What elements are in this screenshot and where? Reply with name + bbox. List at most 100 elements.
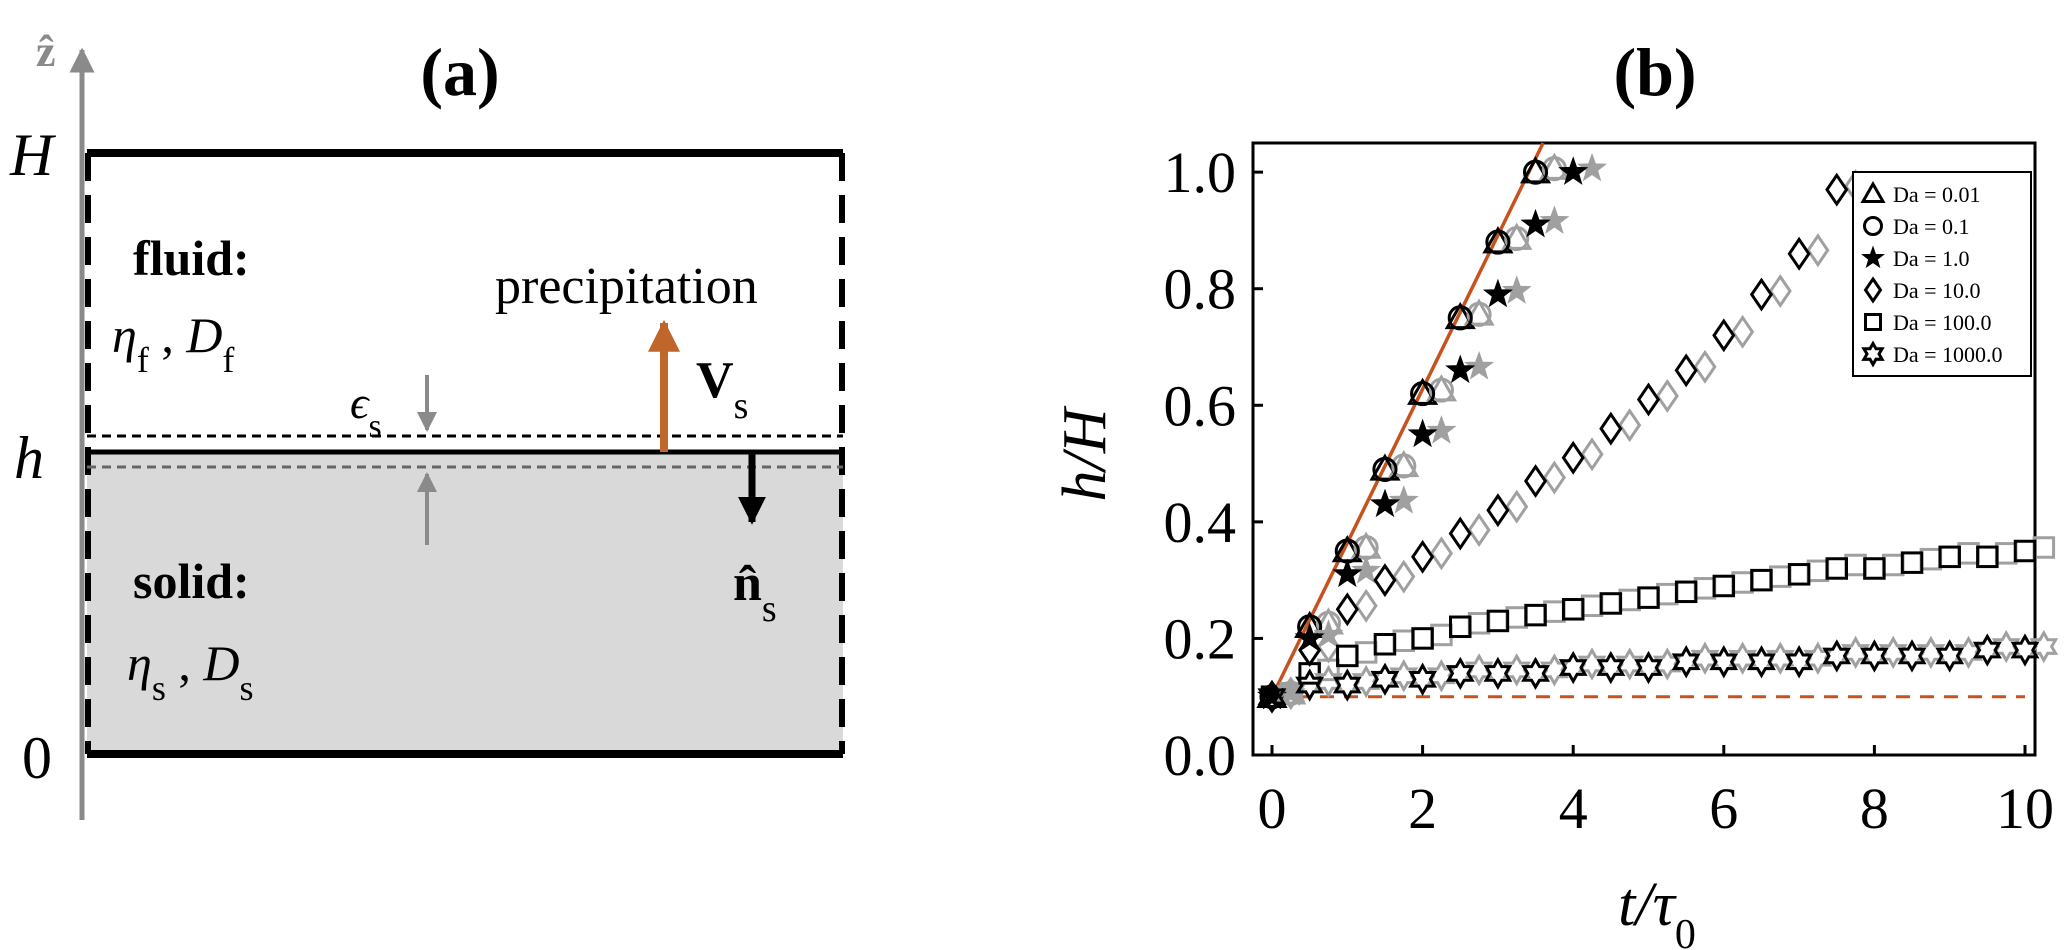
fluid-title: fluid: bbox=[133, 230, 250, 286]
data-point bbox=[1636, 382, 1661, 417]
data-point bbox=[1787, 236, 1811, 271]
solid-region bbox=[87, 454, 843, 754]
data-point bbox=[1369, 488, 1401, 518]
data-point bbox=[1257, 680, 1287, 714]
data-point-secondary bbox=[1768, 274, 1792, 309]
data-point-secondary bbox=[1803, 641, 1833, 675]
data-point-secondary bbox=[1878, 635, 1908, 670]
data-point bbox=[1637, 586, 1660, 609]
data-point-secondary bbox=[1542, 460, 1566, 495]
data-point bbox=[1295, 668, 1325, 702]
data-point-secondary bbox=[1426, 415, 1457, 444]
series-square bbox=[1260, 536, 2056, 708]
data-point bbox=[1483, 656, 1513, 691]
data-point-secondary bbox=[1504, 226, 1530, 252]
precipitation-label: precipitation bbox=[495, 258, 758, 315]
data-point-secondary bbox=[1841, 635, 1871, 670]
data-point-secondary bbox=[1501, 275, 1532, 304]
data-point bbox=[1599, 592, 1623, 615]
legend-marker bbox=[1863, 276, 1883, 304]
legend-box bbox=[1852, 171, 2032, 377]
data-point-secondary bbox=[1731, 314, 1755, 349]
data-point-secondary bbox=[1916, 635, 1946, 670]
legend-entry: Da = 1000.0 bbox=[1893, 342, 2003, 367]
data-point bbox=[1411, 539, 1435, 574]
data-point bbox=[1671, 645, 1701, 679]
y-tick-label: 0.4 bbox=[1164, 490, 1237, 555]
data-point bbox=[1712, 574, 1736, 598]
y-tick-label: 1.0 bbox=[1164, 140, 1237, 205]
data-point-secondary bbox=[1354, 588, 1378, 623]
epsilon-label: ϵs bbox=[350, 377, 382, 445]
data-point bbox=[1332, 558, 1363, 588]
data-point-secondary bbox=[1388, 485, 1419, 514]
series-star6 bbox=[1257, 629, 2059, 714]
chart-reference-lines bbox=[1270, 142, 2025, 699]
data-point-secondary bbox=[1502, 653, 1532, 687]
data-point bbox=[2010, 633, 2040, 667]
data-point bbox=[1859, 639, 1889, 673]
x-tick-label: 2 bbox=[1408, 776, 1437, 841]
data-point-secondary bbox=[1464, 351, 1495, 380]
data-point bbox=[1746, 645, 1776, 679]
solid-title: solid: bbox=[133, 553, 250, 609]
chart-points bbox=[1256, 152, 2059, 714]
legend-marker bbox=[1861, 340, 1885, 368]
data-point bbox=[1448, 516, 1472, 551]
data-point-secondary bbox=[1428, 377, 1454, 403]
panel-a-label: (a) bbox=[420, 34, 499, 110]
data-point-secondary bbox=[1580, 437, 1604, 472]
y-tick-label: 0.0 bbox=[1164, 723, 1237, 788]
data-point bbox=[1596, 650, 1626, 685]
data-point bbox=[1407, 418, 1438, 448]
data-point bbox=[1520, 208, 1551, 238]
data-point-secondary bbox=[2029, 629, 2059, 664]
x-tick-label: 6 bbox=[1709, 776, 1738, 841]
legend-entry: Da = 100.0 bbox=[1893, 310, 1992, 335]
data-point-secondary bbox=[1539, 653, 1569, 687]
data-point-secondary bbox=[1652, 647, 1682, 681]
data-point-secondary bbox=[1618, 408, 1642, 443]
data-point bbox=[1373, 563, 1397, 598]
panel-a-diagram: (a) ẑ H h 0 fluid: ηf , Df solid: ηs , D… bbox=[9, 27, 845, 820]
data-point-secondary bbox=[1464, 653, 1494, 687]
data-point-secondary bbox=[1389, 659, 1419, 693]
linear-fit-line bbox=[1270, 142, 1545, 698]
data-point bbox=[1712, 318, 1736, 353]
data-point bbox=[1521, 656, 1551, 690]
fluid-properties: ηf , Df bbox=[112, 307, 234, 380]
data-point-secondary bbox=[2032, 536, 2056, 559]
data-point bbox=[1863, 557, 1886, 580]
data-point-secondary bbox=[1577, 647, 1607, 681]
legend-entry: Da = 1.0 bbox=[1893, 246, 1970, 271]
data-point bbox=[1445, 354, 1476, 384]
data-point-secondary bbox=[1429, 536, 1453, 571]
data-point bbox=[1523, 464, 1548, 499]
data-point bbox=[1485, 229, 1511, 255]
data-point-secondary bbox=[1426, 659, 1456, 693]
x-axis-label: t/τ0 bbox=[1618, 871, 1696, 950]
y-tick-label: 0.6 bbox=[1164, 373, 1237, 438]
legend-marker bbox=[1863, 216, 1883, 236]
data-point bbox=[1825, 172, 1849, 207]
legend-marker bbox=[1860, 180, 1886, 203]
data-point bbox=[1370, 662, 1400, 696]
data-point bbox=[1976, 545, 1999, 569]
normal-label: n̂s bbox=[733, 555, 777, 630]
data-point-secondary bbox=[1351, 555, 1382, 584]
data-point-secondary bbox=[1728, 641, 1758, 675]
data-point bbox=[1935, 639, 1965, 673]
data-point-secondary bbox=[1615, 647, 1645, 681]
data-point bbox=[1372, 456, 1398, 482]
H-label: H bbox=[9, 122, 57, 188]
data-point-secondary bbox=[1655, 378, 1679, 413]
x-tick-label: 4 bbox=[1559, 776, 1588, 841]
data-point bbox=[1825, 557, 1848, 580]
data-point bbox=[1938, 545, 1961, 569]
data-point bbox=[1784, 645, 1814, 679]
data-point-secondary bbox=[1806, 233, 1830, 268]
data-point-secondary bbox=[1690, 641, 1720, 675]
data-point bbox=[1408, 662, 1438, 696]
y-axis-label: h/H bbox=[1051, 405, 1119, 501]
